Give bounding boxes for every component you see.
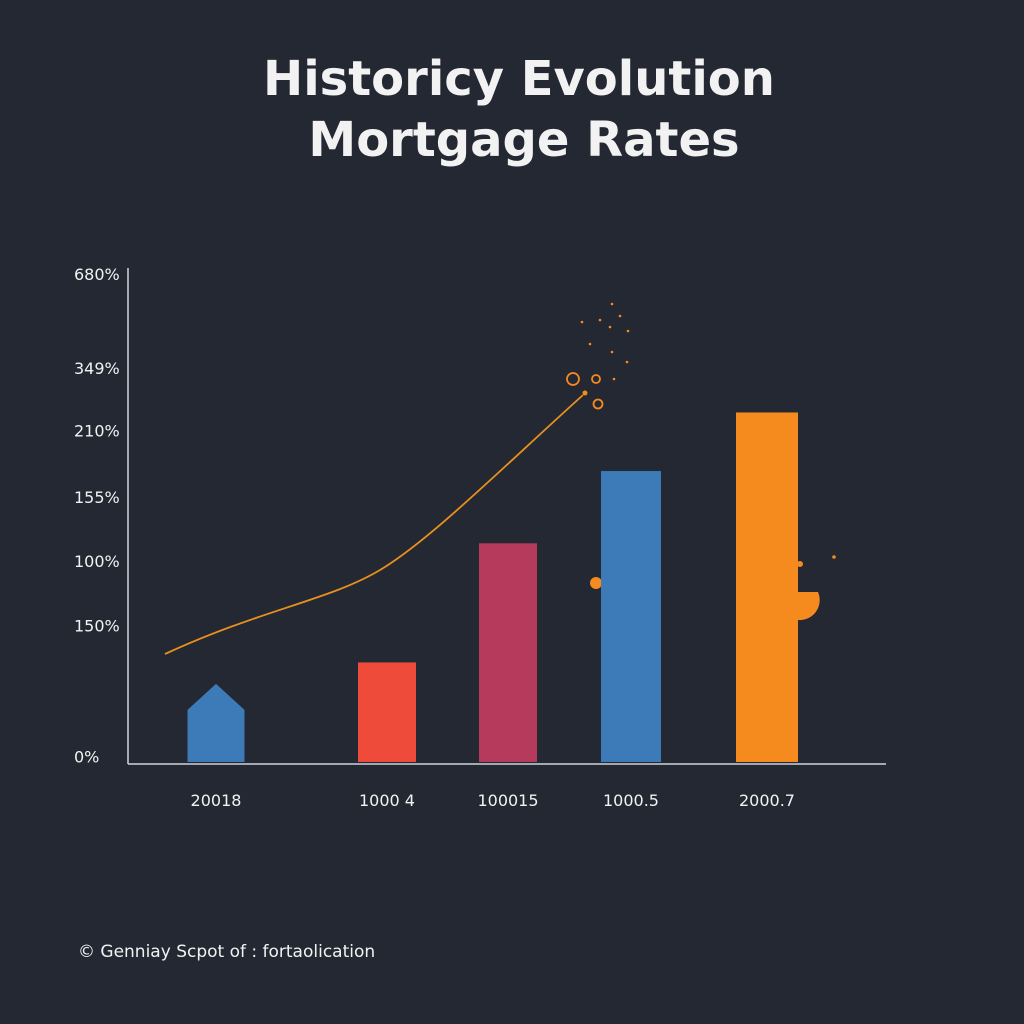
x-tick-label: 2000.7	[739, 791, 795, 810]
y-tick-label: 100%	[74, 552, 120, 571]
chart-title: Historicy Evolution	[263, 51, 775, 107]
bar	[601, 471, 661, 762]
bar	[187, 683, 245, 762]
decoration	[580, 302, 836, 621]
y-tick-label: 680%	[74, 265, 120, 284]
bar	[358, 662, 416, 762]
x-tick-label: 1000.5	[603, 791, 659, 810]
y-tick-label: 150%	[74, 617, 120, 636]
chart-title: Mortgage Rates	[308, 112, 739, 168]
bar	[736, 412, 798, 762]
y-tick-label: 210%	[74, 421, 120, 440]
trend-curve	[164, 394, 584, 655]
x-tick-label: 20018	[191, 791, 242, 810]
x-tick-label: 100015	[477, 791, 538, 810]
footer: © Genniay Scpot of : fortaolication	[78, 942, 375, 962]
y-tick-label: 0%	[74, 748, 99, 767]
y-tick-label: 349%	[74, 359, 120, 378]
y-tick-label: 155%	[74, 488, 120, 507]
decoration	[566, 372, 604, 410]
x-tick-label: 1000 4	[359, 791, 415, 810]
bar	[479, 543, 537, 762]
